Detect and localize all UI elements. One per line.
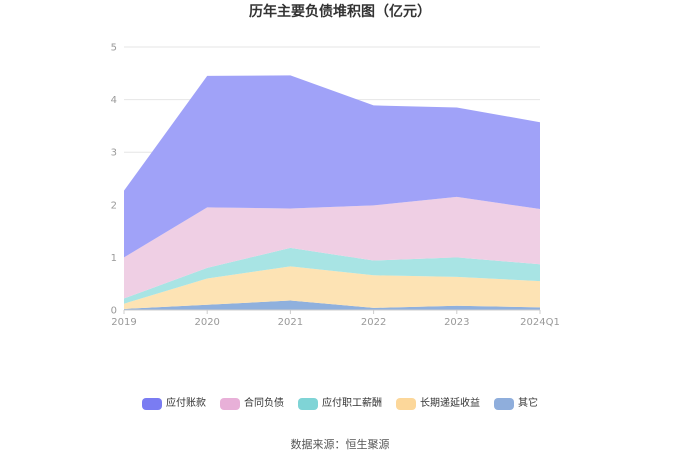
legend-label: 应付职工薪酬 bbox=[322, 398, 382, 409]
x-tick-label: 2022 bbox=[361, 317, 386, 328]
y-tick-label: 4 bbox=[111, 95, 117, 106]
y-tick-label: 2 bbox=[111, 200, 117, 211]
chart-title: 历年主要负债堆积图（亿元） bbox=[249, 4, 431, 20]
area-series-4[interactable] bbox=[124, 75, 540, 258]
area-series-3[interactable] bbox=[124, 196, 540, 299]
legend-swatch bbox=[396, 398, 416, 410]
legend-label: 长期递延收益 bbox=[420, 398, 480, 409]
x-tick-label: 2020 bbox=[194, 317, 219, 328]
x-tick-label: 2019 bbox=[111, 317, 136, 328]
legend-swatch bbox=[298, 398, 318, 410]
legend-swatch bbox=[494, 398, 514, 410]
legend-item-deferred-income[interactable]: 长期递延收益 bbox=[396, 397, 480, 411]
area-series-1[interactable] bbox=[124, 266, 540, 309]
area-series-2[interactable] bbox=[124, 247, 540, 304]
legend-label: 其它 bbox=[518, 398, 538, 409]
x-tick-label: 2024Q1 bbox=[520, 317, 560, 328]
area-series-group bbox=[124, 75, 540, 310]
x-tick-label: 2023 bbox=[444, 317, 469, 328]
data-source-note: 数据来源：恒生聚源 bbox=[290, 438, 390, 451]
y-tick-label: 0 bbox=[111, 306, 117, 317]
x-tick-label: 2021 bbox=[278, 317, 303, 328]
area-series-0[interactable] bbox=[124, 300, 540, 310]
legend-swatch bbox=[220, 398, 240, 410]
legend-label: 合同负债 bbox=[244, 398, 284, 409]
legend-swatch bbox=[142, 398, 162, 410]
y-tick-label: 3 bbox=[111, 148, 117, 159]
legend-item-contract-liabilities[interactable]: 合同负债 bbox=[220, 397, 284, 411]
legend-item-accounts-payable[interactable]: 应付账款 bbox=[142, 397, 206, 411]
legend-label: 应付账款 bbox=[166, 398, 206, 409]
legend-item-employee-payables[interactable]: 应付职工薪酬 bbox=[298, 397, 382, 411]
y-tick-label: 5 bbox=[111, 43, 117, 54]
legend: 应付账款 合同负债 应付职工薪酬 长期递延收益 其它 bbox=[0, 397, 680, 411]
legend-item-other[interactable]: 其它 bbox=[494, 397, 538, 411]
axes: 0 1 2 3 4 5 2019 2020 2021 2022 2023 2024Q1 bbox=[111, 43, 560, 329]
y-tick-label: 1 bbox=[111, 253, 117, 264]
